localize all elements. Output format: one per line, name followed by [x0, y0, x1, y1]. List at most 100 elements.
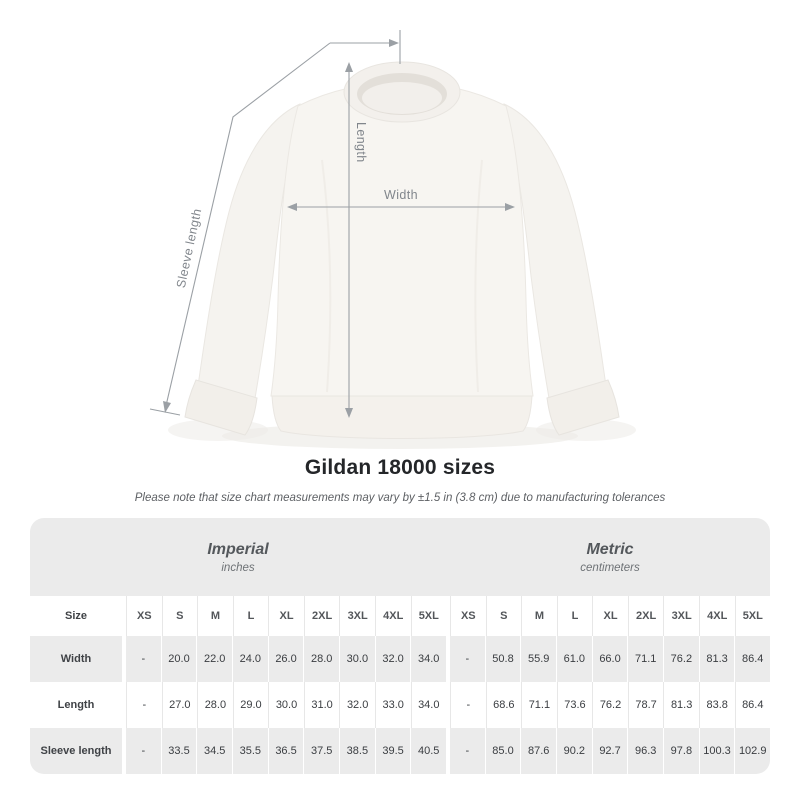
size-header-cell: 2XL [303, 596, 340, 636]
size-corner-label: Size [64, 610, 87, 622]
value-cell: 37.5 [303, 728, 340, 774]
value-cell: 31.0 [303, 682, 340, 728]
value-cell: 20.0 [160, 636, 197, 682]
garment-measurement-diagram: Length Width Sleeve length [149, 30, 636, 449]
value-cell: 33.0 [374, 682, 411, 728]
size-header-cell: XL [268, 596, 304, 636]
imperial-section-unit: inches [221, 561, 255, 574]
size-header-cell: M [197, 596, 233, 636]
size-header-cell: 2XL [627, 596, 664, 636]
value-cell: 71.1 [627, 636, 664, 682]
sweatshirt-illustration: Length Width Sleeve length [149, 30, 636, 449]
value-cell: - [450, 682, 486, 728]
value-cell: 32.0 [374, 636, 411, 682]
width-imperial-values: -20.0 22.0 24.0 26.0 28.0 30.0 32.0 34.0 [126, 636, 447, 682]
value-cell: 30.0 [339, 636, 375, 682]
sweatshirt-sleeves [184, 103, 620, 436]
value-cell: 87.6 [520, 728, 557, 774]
size-header-cell: 3XL [339, 596, 375, 636]
length-label: Length [354, 122, 368, 163]
size-chart-table: Imperial inches Metric centimeters Size … [30, 518, 771, 774]
row-label: Width [30, 636, 122, 682]
sleeve-metric-values: -85.0 87.6 90.2 92.7 96.3 97.8 100.3 102.9 [450, 728, 771, 774]
value-cell: 26.0 [267, 636, 304, 682]
metric-section-header: Metric centimeters [450, 541, 770, 574]
imperial-section-header: Imperial inches [30, 541, 446, 574]
value-cell: 33.5 [160, 728, 197, 774]
table-row-width: Width -20.0 22.0 24.0 26.0 28.0 30.0 32.0 34.0 … [30, 636, 771, 682]
value-cell: - [450, 636, 485, 682]
value-cell: 35.5 [232, 728, 268, 774]
value-cell: 55.9 [520, 636, 557, 682]
value-cell: 83.8 [698, 682, 735, 728]
sleeve-imperial-values: -33.5 34.5 35.5 36.5 37.5 38.5 39.5 40.5 [126, 728, 447, 774]
sweatshirt-collar [343, 61, 461, 123]
value-cell: 71.1 [521, 682, 557, 728]
value-cell: 102.9 [734, 728, 771, 774]
metric-size-headers: XS S M L XL 2XL 3XL 4XL 5XL [450, 596, 770, 636]
table-row-sleeve-length: Sleeve length -33.5 34.5 35.5 36.5 37.5 38.5 3… [30, 728, 771, 774]
value-cell: 86.4 [734, 636, 771, 682]
value-cell: 61.0 [556, 636, 592, 682]
value-cell: 29.0 [232, 682, 269, 728]
value-cell: 39.5 [374, 728, 411, 774]
metric-section-unit: centimeters [580, 561, 640, 574]
length-imperial-values: -27.0 28.0 29.0 30.0 31.0 32.0 33.0 34.0 [126, 682, 446, 728]
size-header-cell: 5XL [410, 596, 447, 636]
size-header-cell: 4XL [698, 596, 735, 636]
value-cell: 28.0 [303, 636, 340, 682]
size-header-cell: XS [126, 596, 162, 636]
value-cell: 36.5 [267, 728, 304, 774]
size-header-cell: L [556, 596, 593, 636]
width-metric-values: -50.8 55.9 61.0 66.0 71.1 76.2 81.3 86.4 [450, 636, 771, 682]
value-cell: - [450, 728, 485, 774]
value-cell: 24.0 [232, 636, 268, 682]
value-cell: 50.8 [484, 636, 521, 682]
value-cell: 85.0 [484, 728, 521, 774]
size-header-cell: XS [450, 596, 486, 636]
value-cell: 81.3 [698, 636, 735, 682]
row-label: Length [57, 699, 95, 711]
imperial-size-headers: XS S M L XL 2XL 3XL 4XL 5XL [126, 596, 446, 636]
metric-section-title: Metric [586, 540, 634, 558]
value-cell: 40.5 [410, 728, 447, 774]
value-cell: - [126, 682, 162, 728]
size-header-cell: 3XL [663, 596, 699, 636]
value-cell: 81.3 [663, 682, 699, 728]
value-cell: 28.0 [197, 682, 233, 728]
size-header-cell: XL [592, 596, 628, 636]
size-header-cell: M [521, 596, 557, 636]
value-cell: 100.3 [698, 728, 735, 774]
value-cell: 30.0 [268, 682, 304, 728]
value-cell: 34.5 [196, 728, 233, 774]
measurement-arrowheads [163, 39, 515, 418]
value-cell: 68.6 [485, 682, 522, 728]
tolerance-note: Please note that size chart measurements… [134, 492, 666, 504]
value-cell: 27.0 [161, 682, 198, 728]
length-metric-values: -68.6 71.1 73.6 76.2 78.7 81.3 83.8 86.4 [450, 682, 770, 728]
value-cell: 22.0 [196, 636, 233, 682]
value-cell: 90.2 [556, 728, 592, 774]
row-label: Sleeve length [30, 728, 122, 774]
value-cell: 86.4 [734, 682, 771, 728]
table-row-length: Length -27.0 28.0 29.0 30.0 31.0 32.0 33.0 34.0… [30, 682, 770, 728]
value-cell: 97.8 [663, 728, 699, 774]
size-header-row: Size XS S M L XL 2XL 3XL 4XL 5XL XS S M L XL 2XL 3XL 4X… [30, 596, 770, 636]
units-header-band: Imperial inches Metric centimeters [30, 518, 770, 596]
value-cell: 34.0 [410, 636, 447, 682]
value-cell: 34.0 [410, 682, 447, 728]
value-cell: 76.2 [592, 682, 628, 728]
width-label: Width [384, 188, 418, 202]
value-cell: - [126, 728, 161, 774]
imperial-section-title: Imperial [207, 540, 269, 558]
size-header-cell: S [485, 596, 522, 636]
sweatshirt-body [270, 82, 534, 439]
value-cell: 96.3 [627, 728, 664, 774]
value-cell: 78.7 [627, 682, 664, 728]
value-cell: 92.7 [591, 728, 628, 774]
value-cell: - [126, 636, 161, 682]
sleeve-length-label: Sleeve length [174, 207, 205, 289]
size-header-cell: 5XL [734, 596, 771, 636]
value-cell: 76.2 [663, 636, 699, 682]
